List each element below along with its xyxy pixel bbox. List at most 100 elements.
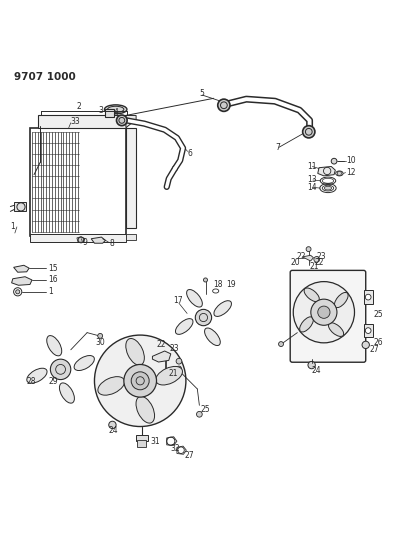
Bar [30,128,126,236]
Circle shape [124,365,157,397]
Text: 25: 25 [374,310,383,319]
Text: 5: 5 [199,90,204,98]
Text: 11: 11 [307,162,317,171]
Circle shape [176,358,182,364]
Bar [137,440,146,447]
Text: 18: 18 [214,279,223,288]
Text: 28: 28 [27,377,36,386]
Text: 7: 7 [275,143,280,152]
Polygon shape [318,166,335,176]
Text: 23: 23 [170,344,180,353]
Text: 21: 21 [169,369,178,378]
Bar [30,234,126,242]
Circle shape [16,290,20,294]
Circle shape [279,342,284,346]
Text: 13: 13 [307,175,317,184]
Text: 30: 30 [95,338,105,348]
Text: 22: 22 [157,341,166,349]
Text: 23: 23 [317,252,326,261]
Text: 3: 3 [98,106,103,115]
Ellipse shape [205,328,220,345]
Ellipse shape [126,338,144,365]
Text: 14: 14 [307,183,317,192]
Text: 21: 21 [309,262,319,271]
Text: 24: 24 [312,366,321,375]
Text: 26: 26 [374,338,383,348]
Polygon shape [152,351,171,362]
Polygon shape [126,116,136,128]
Ellipse shape [300,317,313,332]
Bar [364,290,373,304]
Text: 17: 17 [173,296,182,305]
Text: 2: 2 [77,102,82,111]
Circle shape [337,172,342,175]
Text: 12: 12 [346,168,356,177]
Circle shape [293,281,355,343]
Text: 10: 10 [346,156,356,165]
Circle shape [362,341,369,349]
Text: 4: 4 [114,108,118,117]
Circle shape [308,361,315,369]
Text: 19: 19 [226,279,236,288]
Ellipse shape [156,366,182,385]
Polygon shape [14,265,29,272]
Circle shape [195,309,212,326]
Circle shape [196,411,202,417]
Text: 33: 33 [71,117,81,126]
Bar [38,116,126,128]
Bar [126,234,136,240]
Circle shape [302,126,315,138]
Circle shape [98,334,103,338]
Ellipse shape [27,368,47,383]
Ellipse shape [304,288,319,302]
Polygon shape [12,277,32,285]
Ellipse shape [74,356,95,370]
Circle shape [95,335,186,426]
Text: 22: 22 [296,252,306,261]
Text: 29: 29 [48,377,58,386]
Circle shape [203,278,208,282]
Circle shape [311,299,337,325]
Ellipse shape [328,323,344,336]
FancyBboxPatch shape [290,270,366,362]
Circle shape [318,306,330,318]
Bar [364,325,373,337]
Bar [126,128,136,228]
Text: 1: 1 [10,222,15,231]
Circle shape [218,99,230,111]
Circle shape [131,372,149,390]
Circle shape [365,294,371,300]
Circle shape [306,247,311,252]
Circle shape [176,366,181,371]
Circle shape [163,377,169,383]
Ellipse shape [98,377,125,395]
Ellipse shape [335,293,348,308]
Text: 25: 25 [201,405,210,414]
Text: 1: 1 [48,287,53,296]
Ellipse shape [60,383,74,403]
Text: 31: 31 [150,437,160,446]
Circle shape [365,328,371,334]
Text: 22: 22 [315,258,324,266]
Bar [106,109,115,117]
Text: 9: 9 [82,238,87,247]
Ellipse shape [104,105,127,114]
Circle shape [331,158,337,164]
Text: 6: 6 [187,149,192,158]
Circle shape [109,421,116,429]
Polygon shape [302,255,314,261]
Circle shape [51,359,71,379]
Text: 24: 24 [109,426,118,435]
Text: 32: 32 [171,443,180,453]
Text: 8: 8 [110,239,114,248]
Ellipse shape [136,397,155,423]
Circle shape [314,256,320,262]
Text: 20: 20 [290,258,300,266]
Text: 27: 27 [370,345,379,354]
Ellipse shape [324,187,332,190]
Bar [136,435,148,441]
Ellipse shape [187,289,202,307]
Ellipse shape [214,301,231,317]
Circle shape [116,115,127,126]
Ellipse shape [175,319,193,334]
